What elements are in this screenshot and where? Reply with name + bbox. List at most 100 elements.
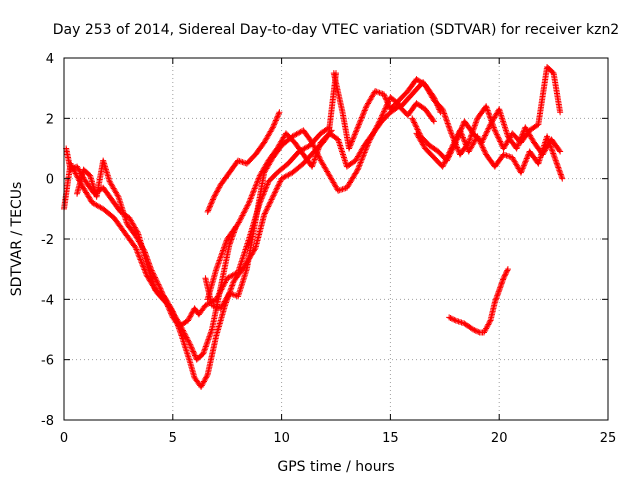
- data-point: [478, 139, 485, 146]
- data-point: [557, 171, 564, 178]
- data-point: [455, 147, 462, 154]
- data-point: [190, 349, 197, 356]
- data-point: [443, 117, 450, 124]
- data-point: [216, 290, 223, 297]
- data-point: [187, 312, 194, 319]
- y-tick-label: -6: [41, 354, 54, 369]
- data-point: [495, 134, 502, 141]
- data-point: [352, 130, 359, 137]
- data-point: [481, 147, 488, 154]
- data-point: [315, 145, 322, 152]
- data-points: [61, 64, 566, 390]
- data-point: [204, 337, 211, 344]
- data-point: [73, 171, 80, 178]
- data-point: [188, 344, 195, 351]
- data-point: [502, 271, 509, 278]
- data-point: [276, 109, 283, 116]
- data-point: [238, 213, 245, 220]
- data-point: [240, 209, 247, 216]
- data-point: [157, 287, 164, 294]
- data-point: [213, 296, 220, 303]
- data-point: [500, 151, 507, 158]
- data-point: [358, 158, 365, 165]
- data-point: [517, 137, 524, 144]
- data-point: [336, 187, 343, 194]
- data-point: [503, 270, 510, 277]
- data-point: [146, 261, 153, 268]
- x-tick-label: 0: [60, 431, 68, 446]
- data-point: [381, 106, 388, 113]
- data-point: [340, 185, 347, 192]
- data-point: [553, 160, 560, 167]
- data-point: [208, 327, 215, 334]
- data-point: [185, 316, 192, 323]
- data-point: [353, 128, 360, 135]
- data-point: [544, 133, 551, 140]
- data-point: [447, 127, 454, 134]
- data-point: [497, 139, 504, 146]
- data-point: [445, 153, 452, 160]
- data-point: [222, 279, 229, 286]
- data-point: [445, 154, 452, 161]
- data-point: [203, 342, 210, 349]
- data-point: [440, 162, 447, 169]
- data-point: [483, 325, 490, 332]
- data-point: [262, 209, 269, 216]
- data-point: [211, 192, 218, 199]
- data-point: [486, 320, 493, 327]
- data-point: [359, 111, 366, 118]
- data-point: [177, 331, 184, 338]
- data-point: [523, 156, 530, 163]
- x-tick-label: 5: [169, 431, 177, 446]
- data-point: [451, 316, 458, 323]
- data-point: [140, 246, 147, 253]
- data-point: [268, 196, 275, 203]
- data-point: [448, 147, 455, 154]
- data-point: [339, 186, 346, 193]
- data-point: [137, 257, 144, 264]
- data-point: [557, 148, 564, 155]
- data-point: [220, 247, 227, 254]
- data-point: [263, 184, 270, 191]
- data-point: [549, 69, 556, 76]
- data-point: [455, 318, 462, 325]
- data-point: [185, 338, 192, 345]
- data-point: [347, 142, 354, 149]
- data-point: [501, 273, 508, 280]
- data-point: [191, 351, 198, 358]
- data-point: [552, 156, 559, 163]
- data-point: [459, 123, 466, 130]
- data-point: [210, 302, 217, 309]
- data-point: [216, 289, 223, 296]
- x-tick-label: 15: [382, 431, 399, 446]
- data-point: [462, 140, 469, 147]
- data-point: [267, 197, 274, 204]
- data-point: [200, 379, 207, 386]
- data-point: [335, 187, 342, 194]
- data-point: [187, 341, 194, 348]
- data-point: [188, 310, 195, 317]
- data-point: [556, 168, 563, 175]
- data-point: [263, 207, 270, 214]
- data-point: [162, 297, 169, 304]
- data-point: [357, 117, 364, 124]
- data-point: [159, 289, 166, 296]
- data-point: [144, 256, 151, 263]
- data-point: [467, 133, 474, 140]
- data-point: [452, 140, 459, 147]
- data-point: [450, 316, 457, 323]
- data-point: [210, 195, 217, 202]
- series-track-6: [204, 109, 283, 215]
- data-point: [447, 149, 454, 156]
- data-point: [255, 176, 262, 183]
- data-point: [165, 303, 172, 310]
- data-point: [446, 124, 453, 131]
- data-point: [409, 115, 416, 122]
- data-point: [216, 257, 223, 264]
- data-point: [149, 268, 156, 275]
- data-point: [147, 263, 154, 270]
- data-point: [457, 318, 464, 325]
- data-point: [188, 345, 195, 352]
- data-point: [473, 116, 480, 123]
- data-point: [271, 189, 278, 196]
